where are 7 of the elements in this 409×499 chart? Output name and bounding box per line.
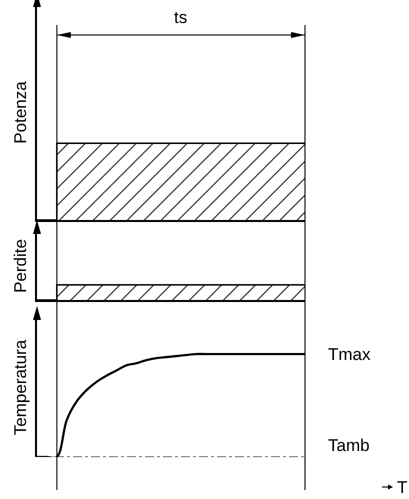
x-axis-title: T — [397, 478, 408, 497]
y-axis-title: Perdite — [11, 239, 30, 293]
text: Tmax — [328, 345, 371, 364]
ref-line-label: Tamb — [328, 436, 370, 455]
text: ts — [174, 8, 188, 27]
y-axis-title: Temperatura — [11, 339, 30, 436]
y-axis-title: Potenza — [11, 80, 30, 144]
